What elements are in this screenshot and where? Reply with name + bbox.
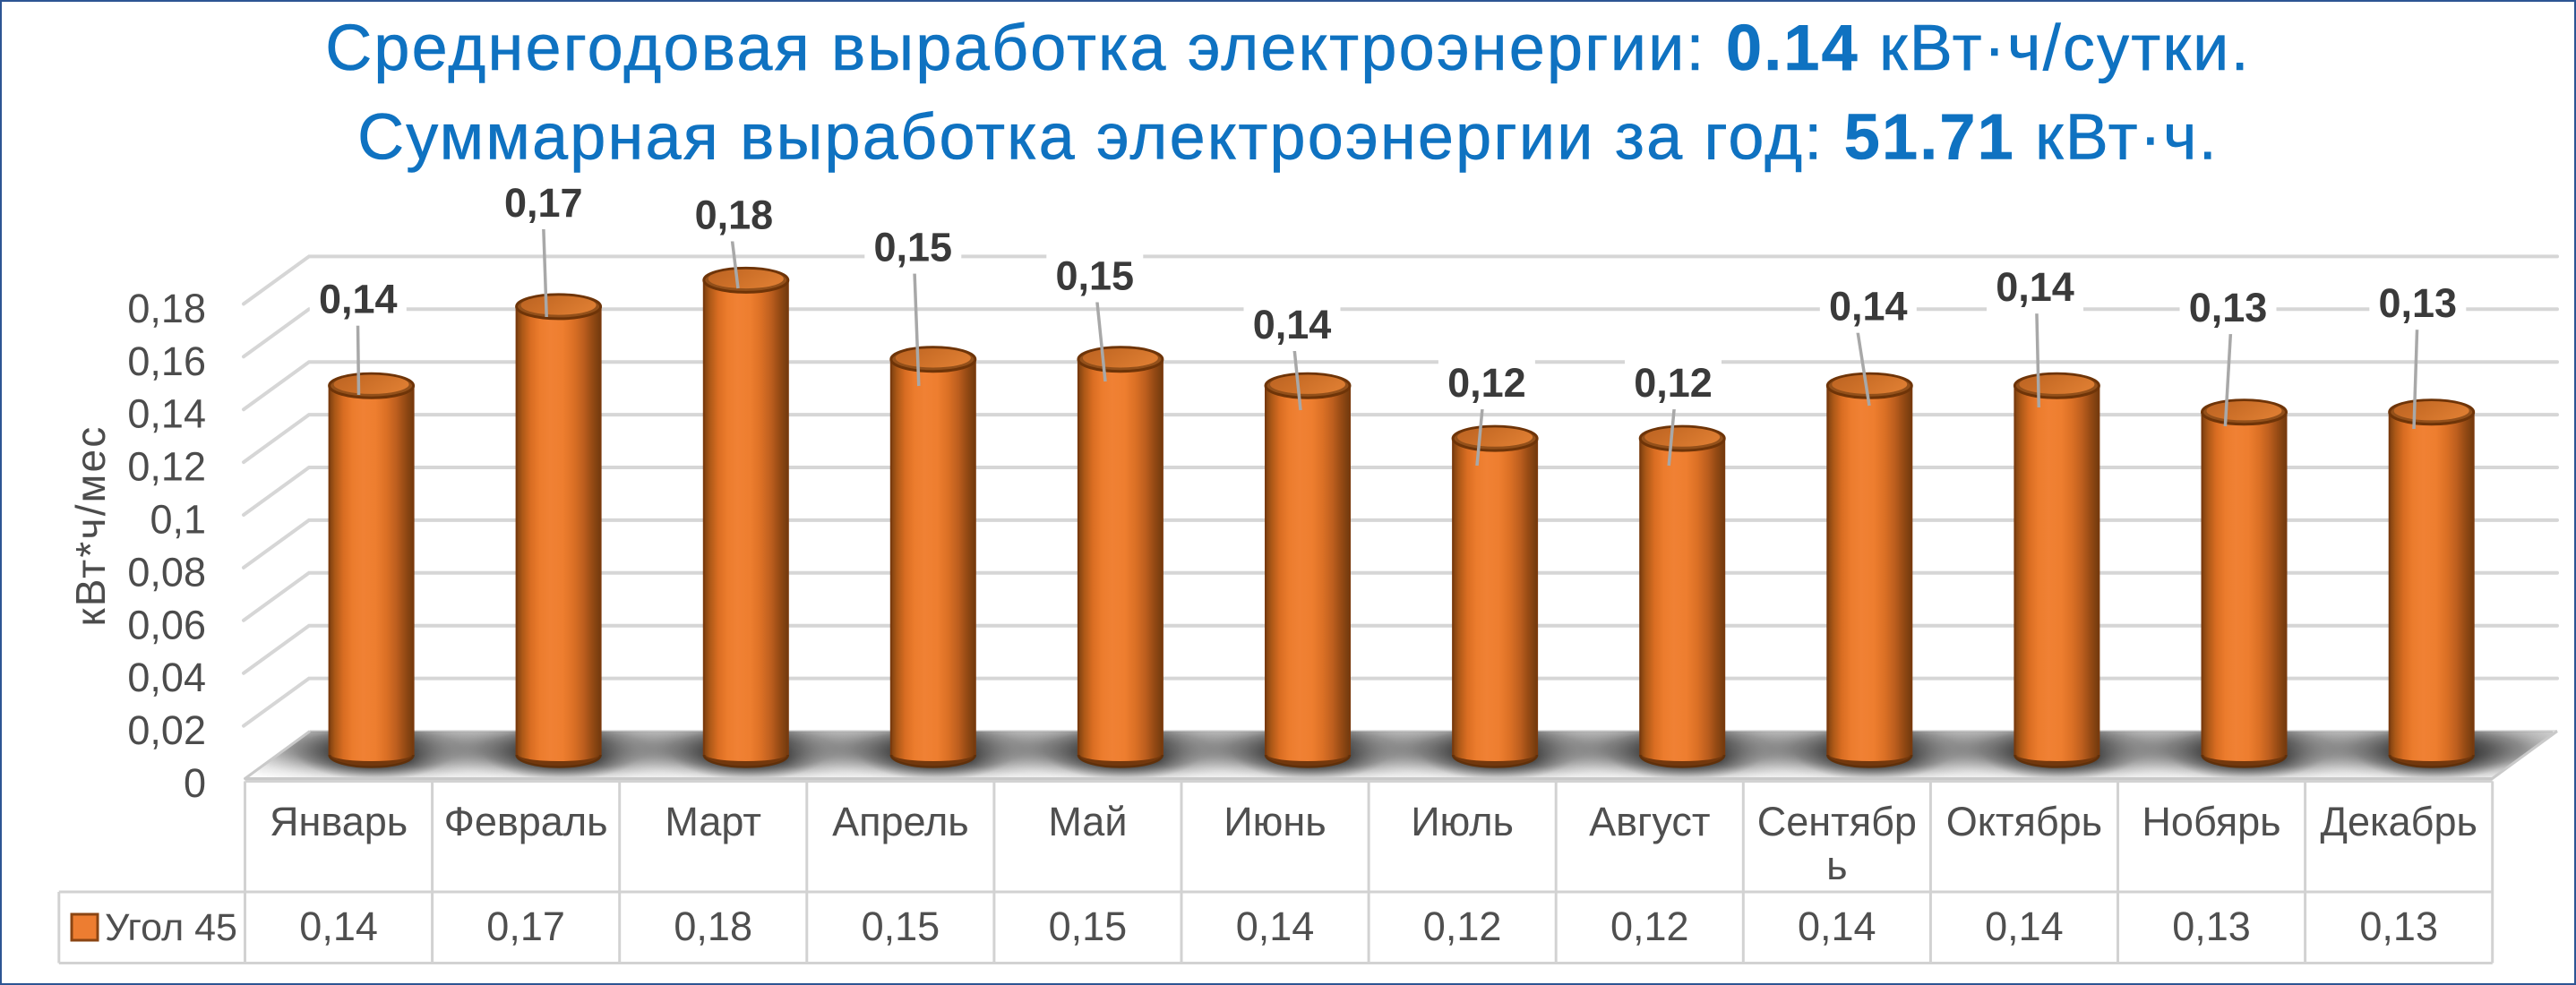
svg-text:0,15: 0,15 [1049, 904, 1128, 949]
svg-text:0,18: 0,18 [674, 904, 752, 949]
svg-text:Октябрь: Октябрь [1946, 799, 2102, 844]
svg-text:0,14: 0,14 [299, 904, 378, 949]
svg-text:0,15: 0,15 [862, 904, 940, 949]
svg-text:0,17: 0,17 [486, 904, 565, 949]
svg-text:0,12: 0,12 [127, 444, 206, 490]
svg-text:0,12: 0,12 [1634, 360, 1713, 406]
svg-text:Нобярь: Нобярь [2142, 799, 2280, 844]
svg-text:0,18: 0,18 [127, 286, 206, 331]
svg-text:0,13: 0,13 [2359, 904, 2438, 949]
svg-text:кВт*ч/мес: кВт*ч/мес [67, 424, 114, 626]
svg-text:Январь: Январь [270, 799, 408, 844]
svg-text:Суммарная выработка электроэне: Суммарная выработка электроэнергии за го… [357, 102, 2219, 174]
svg-text:Март: Март [665, 799, 761, 844]
svg-text:0,1: 0,1 [150, 497, 206, 543]
svg-text:0,04: 0,04 [127, 655, 206, 700]
svg-text:0,06: 0,06 [127, 602, 206, 647]
svg-text:0,13: 0,13 [2172, 904, 2251, 949]
svg-text:0,17: 0,17 [504, 180, 583, 226]
svg-text:Сентябр: Сентябр [1757, 799, 1917, 844]
svg-text:Июль: Июль [1411, 799, 1514, 844]
svg-text:0,15: 0,15 [874, 225, 953, 270]
svg-text:0,12: 0,12 [1423, 904, 1502, 949]
svg-text:0,14: 0,14 [127, 391, 206, 437]
svg-text:ь: ь [1826, 843, 1847, 888]
svg-text:0,16: 0,16 [127, 338, 206, 384]
svg-text:0,12: 0,12 [1610, 904, 1689, 949]
svg-text:0,13: 0,13 [2379, 280, 2458, 326]
svg-text:0,14: 0,14 [1253, 302, 1332, 347]
svg-text:0,08: 0,08 [127, 549, 206, 595]
svg-text:Август: Август [1589, 799, 1710, 844]
svg-text:Угол 45: Угол 45 [105, 906, 237, 949]
svg-text:0,14: 0,14 [1236, 904, 1315, 949]
svg-text:0,14: 0,14 [319, 277, 398, 322]
svg-text:0,14: 0,14 [1829, 284, 1908, 330]
svg-text:0,14: 0,14 [1985, 904, 2064, 949]
svg-text:0,12: 0,12 [1447, 360, 1526, 406]
svg-text:Среднегодовая выработка электр: Среднегодовая выработка электроэнергии: … [325, 13, 2251, 84]
svg-text:0,15: 0,15 [1056, 253, 1135, 299]
svg-text:0,14: 0,14 [1798, 904, 1876, 949]
svg-text:0,02: 0,02 [127, 707, 206, 753]
svg-text:0: 0 [184, 760, 206, 806]
svg-text:0,14: 0,14 [1996, 264, 2074, 310]
svg-text:Декабрь: Декабрь [2320, 799, 2477, 844]
svg-text:0,18: 0,18 [695, 193, 774, 238]
svg-text:0,13: 0,13 [2189, 285, 2268, 330]
svg-text:Май: Май [1048, 799, 1127, 844]
svg-text:Июнь: Июнь [1224, 799, 1326, 844]
svg-text:Февраль: Февраль [444, 799, 608, 844]
svg-text:Апрель: Апрель [832, 799, 969, 844]
